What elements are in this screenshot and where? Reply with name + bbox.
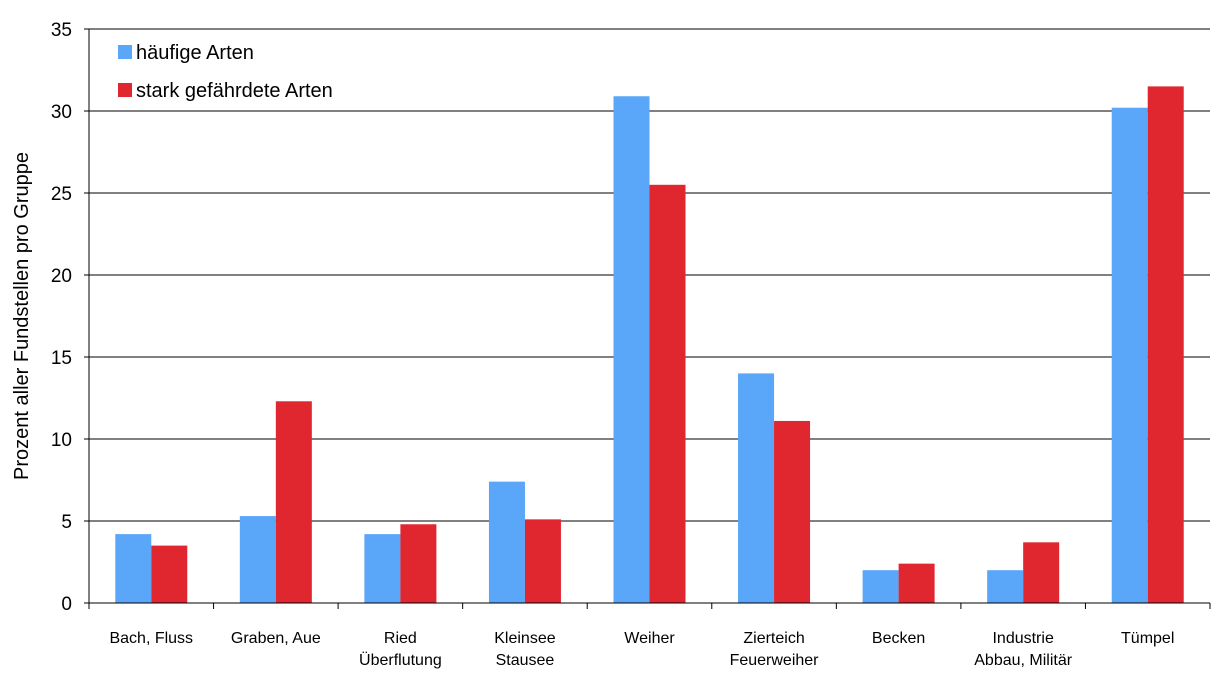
legend-swatch: [118, 45, 132, 59]
x-category-label: Bach, Fluss: [109, 630, 193, 647]
x-category-label: Zierteich Feuerweiher: [730, 630, 820, 669]
y-axis-title: Prozent aller Fundstellen pro Gruppe: [11, 152, 33, 480]
x-category-label: Industrie Abbau, Militär: [974, 630, 1072, 669]
bar-gefaehrdet-2: [400, 524, 437, 603]
x-category-label: Becken: [872, 630, 925, 647]
legend-label: stark gefährdete Arten: [136, 80, 333, 102]
legend: häufige Arten stark gefährdete Arten: [118, 42, 333, 102]
bar-haeufige-6: [862, 570, 899, 603]
bar-gefaehrdet-0: [151, 545, 188, 603]
x-category-label: Ried Überflutung: [359, 630, 442, 669]
y-tick-label: 15: [51, 348, 72, 369]
y-tick-label: 25: [51, 184, 72, 205]
y-tick-label: 30: [51, 102, 72, 123]
legend-label: häufige Arten: [136, 42, 254, 64]
y-tick-label: 35: [51, 20, 72, 41]
y-tick-labels: 0 5 10 15 20 25 30 35: [51, 20, 72, 615]
y-tick-label: 5: [61, 512, 72, 533]
bar-haeufige-1: [239, 516, 276, 603]
x-category-label: Weiher: [624, 630, 675, 647]
bar-gefaehrdet-8: [1147, 86, 1184, 603]
x-category-label: Tümpel: [1121, 630, 1174, 647]
bar-haeufige-2: [364, 534, 401, 603]
bar-gefaehrdet-3: [524, 519, 561, 603]
legend-swatch: [118, 83, 132, 97]
bar-gefaehrdet-4: [649, 184, 686, 604]
bar-gefaehrdet-5: [774, 420, 811, 603]
bar-haeufige-4: [613, 96, 650, 604]
y-tick-label: 0: [61, 594, 72, 615]
bar-haeufige-5: [738, 373, 775, 603]
y-tick-label: 20: [51, 266, 72, 287]
bar-haeufige-7: [987, 570, 1024, 603]
x-category-label: Kleinsee Stausee: [494, 630, 555, 669]
bar-gefaehrdet-7: [1023, 542, 1060, 603]
bar-gefaehrdet-1: [275, 401, 312, 603]
bar-haeufige-8: [1111, 107, 1148, 603]
axes: [84, 28, 1211, 609]
bars: [115, 86, 1184, 604]
y-tick-label: 10: [51, 430, 72, 451]
bar-gefaehrdet-6: [898, 563, 935, 603]
bar-haeufige-3: [488, 481, 525, 603]
bar-haeufige-0: [115, 534, 152, 603]
x-category-label: Graben, Aue: [231, 630, 321, 647]
x-category-labels: Bach, Fluss Graben, Aue Ried Überflutung Kle…: [109, 630, 1174, 669]
